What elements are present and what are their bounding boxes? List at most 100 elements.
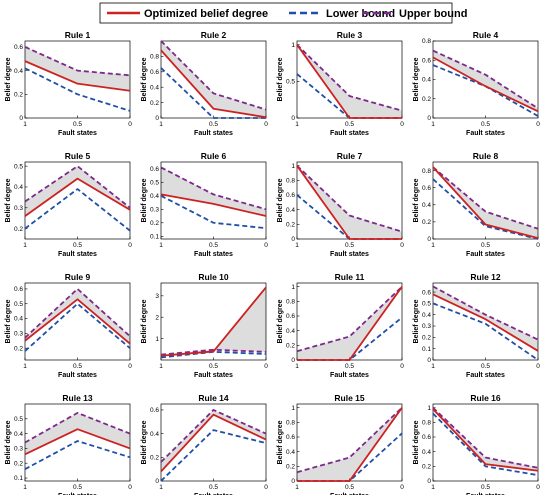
shaded-band-rule-7 <box>297 165 402 239</box>
panel-title-rule-12: Rule 12 <box>470 272 501 282</box>
y-tick-label: 0 <box>155 478 159 485</box>
x-tick-label: 0.5 <box>345 484 354 491</box>
lower-bound-line-rule-8 <box>432 178 539 240</box>
x-tick-label: 0 <box>264 121 268 128</box>
x-tick-label: 0 <box>400 484 404 491</box>
y-tick-label: 0.4 <box>14 316 23 323</box>
y-tick-label: 0.4 <box>150 84 159 91</box>
panel-title-rule-5: Rule 5 <box>65 151 91 161</box>
x-tick-label: 0 <box>128 121 132 128</box>
x-tick-label: 1 <box>295 484 299 491</box>
y-tick-label: 1 <box>291 163 295 170</box>
shaded-band-rule-15 <box>297 407 402 481</box>
panel-title-rule-10: Rule 10 <box>198 272 229 282</box>
y-tick-label: 3 <box>155 293 159 300</box>
optimized-line-rule-15 <box>297 407 403 482</box>
x-tick-label: 0.5 <box>209 363 218 370</box>
panel-title-rule-13: Rule 13 <box>62 393 93 403</box>
y-axis-label: Belief degree <box>413 178 420 222</box>
y-tick-label: 0.4 <box>286 207 295 214</box>
x-tick-label: 0.5 <box>209 121 218 128</box>
x-axis-label: Fault states <box>58 251 97 258</box>
x-tick-label: 0.5 <box>209 242 218 249</box>
y-axis-label: Belief degree <box>141 178 148 222</box>
x-tick-label: 1 <box>159 484 163 491</box>
x-tick-label: 1 <box>431 121 435 128</box>
x-tick-label: 1 <box>159 121 163 128</box>
y-axis-label: Belief degree <box>141 57 148 101</box>
x-tick-label: 0 <box>536 242 540 249</box>
shaded-band-rule-6 <box>161 167 266 217</box>
shaded-band-rule-3 <box>297 44 402 118</box>
upper-bound-line-rule-16 <box>432 407 539 469</box>
optimized-line-rule-16 <box>432 408 539 472</box>
y-axis-label: Belief degree <box>277 57 284 101</box>
y-tick-label: 0.4 <box>286 449 295 456</box>
upper-bound-line-rule-2 <box>160 40 267 111</box>
upper-bound-line-rule-5 <box>24 165 131 209</box>
panel-title-rule-1: Rule 1 <box>65 30 91 40</box>
x-axis-label: Fault states <box>58 130 97 137</box>
y-tick-label: 0.3 <box>422 323 431 330</box>
y-tick-label: 0.5 <box>150 179 159 186</box>
x-axis-label: Fault states <box>466 493 505 495</box>
y-tick-label: 0.6 <box>422 185 431 192</box>
y-tick-label: 0.3 <box>150 206 159 213</box>
y-tick-label: 0.2 <box>150 455 159 462</box>
y-axis-label: Belief degree <box>413 57 420 101</box>
y-tick-label: 0.6 <box>286 192 295 199</box>
shaded-band-rule-14 <box>161 409 266 472</box>
y-axis-label: Belief degree <box>413 420 420 464</box>
upper-bound-line-rule-10 <box>160 348 267 356</box>
x-axis-label: Fault states <box>194 251 233 258</box>
y-tick-label: 0.2 <box>422 219 431 226</box>
shaded-band-rule-16 <box>433 407 538 471</box>
x-tick-label: 1 <box>159 242 163 249</box>
panel-title-rule-3: Rule 3 <box>337 30 363 40</box>
x-tick-label: 0.5 <box>481 363 490 370</box>
y-tick-label: 0 <box>291 357 295 364</box>
legend-label-upper: Upper bound <box>399 8 467 20</box>
lower-bound-line-rule-16 <box>432 412 539 477</box>
shaded-band-rule-10 <box>161 287 266 356</box>
y-tick-label: 0.6 <box>150 407 159 414</box>
y-tick-label: 0.6 <box>422 57 431 64</box>
y-tick-label: 0.4 <box>422 77 431 84</box>
y-tick-label: 0.8 <box>422 168 431 175</box>
y-tick-label: 0.2 <box>286 464 295 471</box>
y-tick-label: 0.4 <box>286 328 295 335</box>
y-tick-label: 0 <box>427 115 431 122</box>
optimized-line-rule-7 <box>296 165 402 240</box>
x-tick-label: 0 <box>536 121 540 128</box>
x-tick-label: 0.5 <box>73 484 82 491</box>
y-tick-label: 0.2 <box>14 460 23 467</box>
y-tick-label: 0 <box>427 236 431 243</box>
x-tick-label: 0 <box>264 363 268 370</box>
optimized-line-rule-11 <box>297 286 403 361</box>
x-tick-label: 0 <box>128 242 132 249</box>
upper-bound-line-rule-11 <box>296 286 403 353</box>
x-tick-label: 0 <box>400 121 404 128</box>
lower-bound-line-rule-12 <box>432 302 539 361</box>
y-axis-label: Belief degree <box>277 420 284 464</box>
panel-title-rule-7: Rule 7 <box>337 151 363 161</box>
optimized-line-rule-1 <box>24 60 131 92</box>
y-tick-label: 1 <box>291 284 295 291</box>
x-tick-label: 0 <box>536 484 540 491</box>
upper-bound-line-rule-12 <box>432 285 539 341</box>
x-tick-label: 1 <box>23 363 27 370</box>
panel-rule-13: 0.1 0.2 0.3 0.4 0.5 1 0.5 0 Rule 13 Fault states B… <box>5 393 132 495</box>
x-tick-label: 1 <box>431 242 435 249</box>
y-tick-label: 0.4 <box>14 184 23 191</box>
y-axis-label: Belief degree <box>277 178 284 222</box>
x-axis-label: Fault states <box>330 372 369 379</box>
optimized-line-rule-12 <box>432 293 539 352</box>
y-axis-label: Belief degree <box>5 299 12 343</box>
x-tick-label: 0.5 <box>345 363 354 370</box>
y-axis-label: Belief degree <box>5 178 12 222</box>
panel-title-rule-15: Rule 15 <box>334 393 365 403</box>
panel-rule-15: 0 0.2 0.4 0.6 0.8 1 1 0.5 0 Rule 15 Fault states Be… <box>277 393 404 495</box>
legend-label-optimized: Optimized belief degree <box>144 8 268 20</box>
x-tick-label: 0 <box>536 363 540 370</box>
y-tick-label: 0.4 <box>422 312 431 319</box>
